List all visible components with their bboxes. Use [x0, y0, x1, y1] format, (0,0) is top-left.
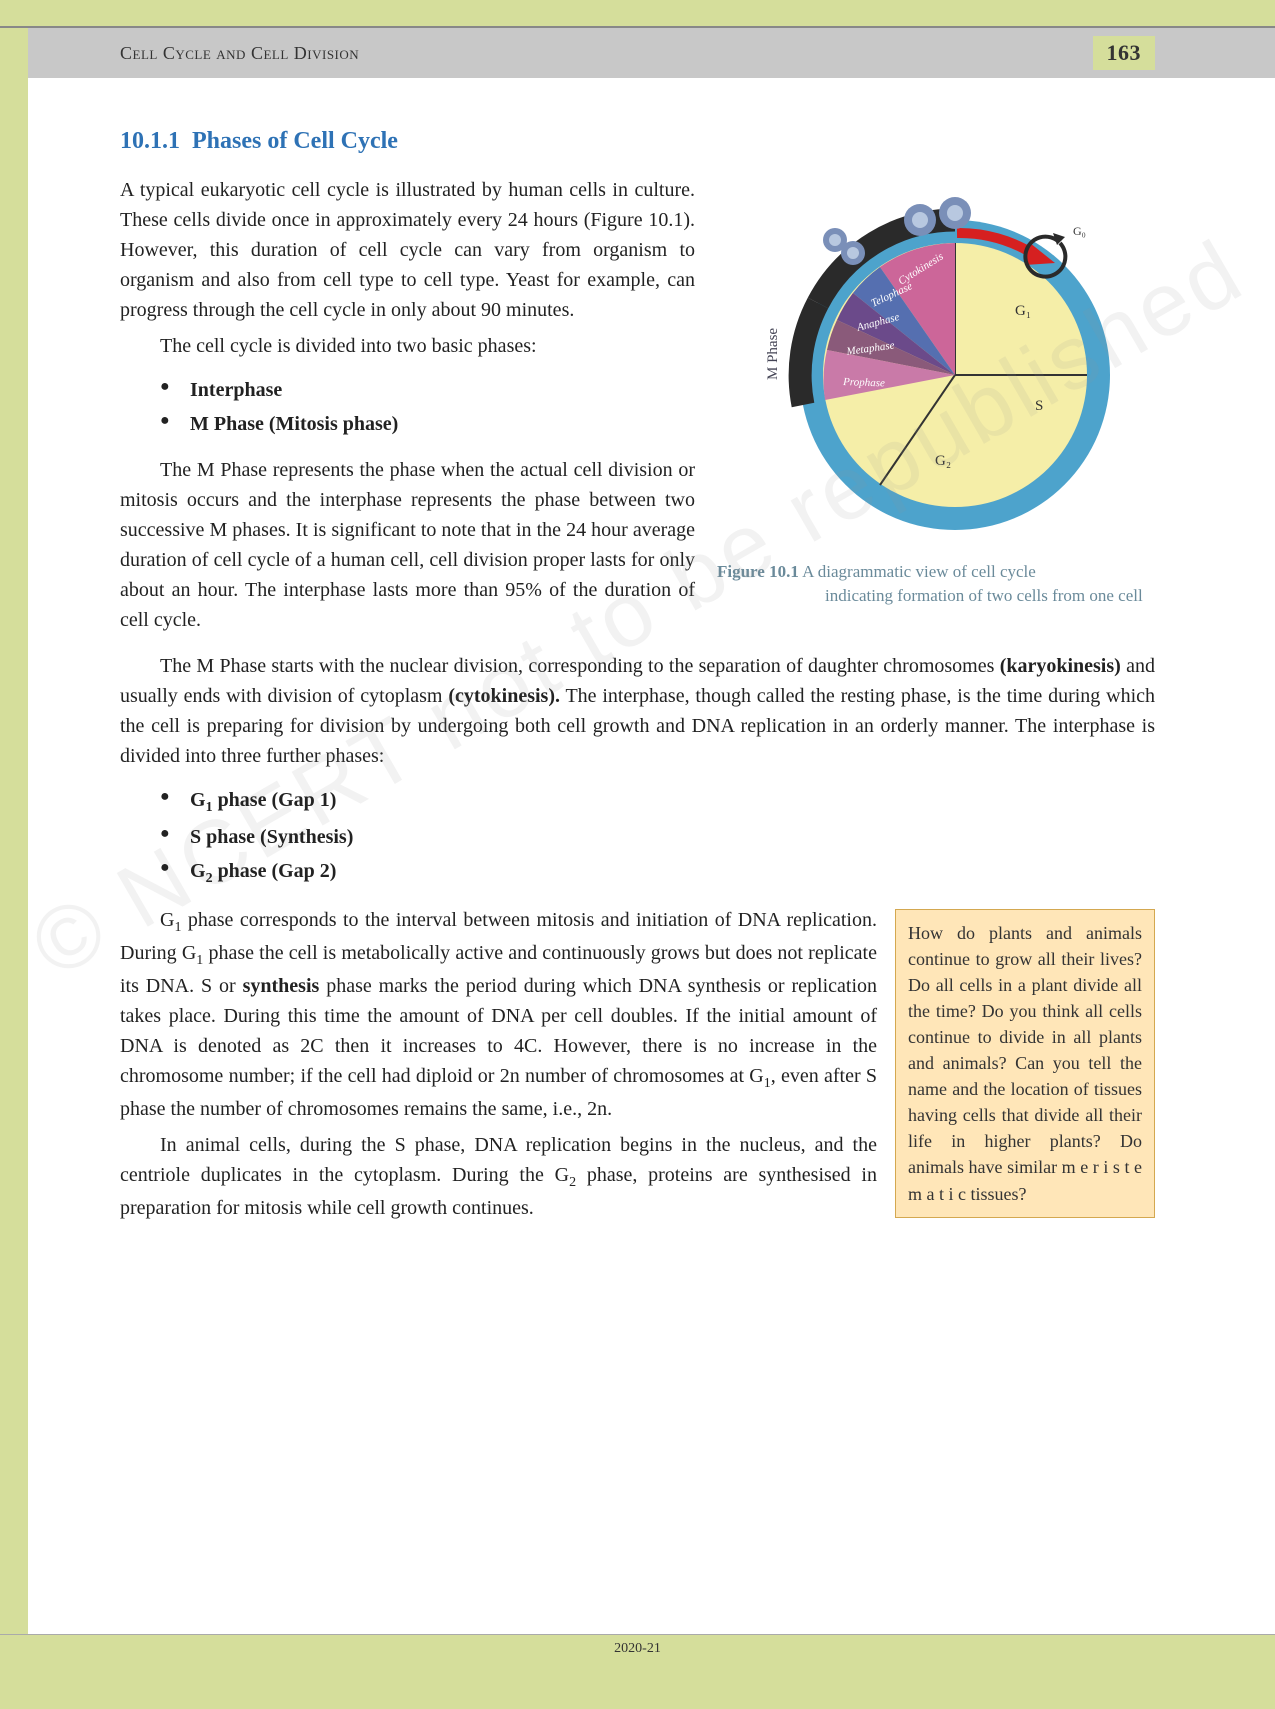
s-label: S [1035, 398, 1043, 414]
prophase-label: Prophase [842, 376, 885, 389]
bottom-border: 2020-21 [0, 1634, 1275, 1709]
section-title: Phases of Cell Cycle [192, 128, 398, 154]
bullet-list-1: Interphase M Phase (Mitosis phase) [160, 373, 695, 441]
cell-cycle-diagram: Cytokinesis Telophase Anaphase Metaphase… [725, 185, 1145, 545]
main-text: G1 phase corresponds to the interval bet… [120, 905, 877, 1229]
p5-sub3: 1 [764, 1076, 771, 1091]
p4-bold2: (cytokinesis). [448, 685, 560, 707]
bullet-item: S phase (Synthesis) [160, 820, 1155, 854]
figure-desc-1: A diagrammatic view of cell cycle [802, 562, 1036, 581]
p5-bold: synthesis [243, 975, 320, 997]
g1-label: G₁ [1015, 303, 1031, 319]
document-page: Cell Cycle and Cell Division 163 © NCERT… [0, 0, 1275, 1709]
year-label: 2020-21 [614, 1641, 661, 1657]
g2-label: G₂ [935, 453, 951, 469]
b3-pre: G [190, 860, 206, 882]
bullet-item: M Phase (Mitosis phase) [160, 407, 695, 441]
upper-right-column: Cytokinesis Telophase Anaphase Metaphase… [715, 175, 1155, 641]
bullet-text: Interphase [190, 379, 282, 401]
b3-post: phase (Gap 2) [213, 860, 337, 882]
figure-desc-2: indicating formation of two cells from o… [717, 584, 1155, 608]
paragraph-3: The M Phase represents the phase when th… [120, 455, 695, 635]
paragraph-4: The M Phase starts with the nuclear divi… [120, 651, 1155, 771]
bullet-item: Interphase [160, 373, 695, 407]
daughter-cell-2-inner [947, 205, 963, 221]
section-number: 10.1.1 [120, 128, 180, 154]
upper-left-column: A typical eukaryotic cell cycle is illus… [120, 175, 695, 641]
lower-section: G1 phase corresponds to the interval bet… [120, 905, 1155, 1229]
page-header: Cell Cycle and Cell Division 163 [0, 28, 1275, 78]
bullet-list-2: G1 phase (Gap 1) S phase (Synthesis) G2 … [160, 783, 1155, 891]
paragraph-5: G1 phase corresponds to the interval bet… [120, 905, 877, 1124]
bullet-text: M Phase (Mitosis phase) [190, 413, 398, 435]
bullet-item: G1 phase (Gap 1) [160, 783, 1155, 820]
paragraph-6: In animal cells, during the S phase, DNA… [120, 1130, 877, 1223]
chapter-title: Cell Cycle and Cell Division [120, 43, 359, 64]
b3-sub: 2 [206, 871, 213, 886]
figure-label: Figure 10.1 [717, 562, 799, 581]
bullet-item: G2 phase (Gap 2) [160, 854, 1155, 891]
b1-pre: G [190, 789, 206, 811]
p4-pre: The M Phase starts with the nuclear divi… [160, 655, 1000, 677]
b2: S phase (Synthesis) [190, 826, 353, 848]
content-area: © NCERT not to be republished 10.1.1 Pha… [0, 78, 1275, 1259]
paragraph-2: The cell cycle is divided into two basic… [120, 331, 695, 361]
b1-post: phase (Gap 1) [213, 789, 337, 811]
b1-sub: 1 [206, 800, 213, 815]
p6-sub: 2 [569, 1175, 576, 1190]
small-cell-1-inner [829, 234, 841, 246]
sidebar-question-box: How do plants and animals continue to gr… [895, 909, 1155, 1218]
small-cell-2-inner [847, 247, 859, 259]
figure-caption: Figure 10.1 A diagrammatic view of cell … [715, 560, 1155, 608]
g0-label: G₀ [1073, 224, 1086, 238]
paragraph-1: A typical eukaryotic cell cycle is illus… [120, 175, 695, 325]
page-number: 163 [1093, 36, 1156, 70]
section-heading: 10.1.1 Phases of Cell Cycle [120, 128, 1155, 155]
p4-bold1: (karyokinesis) [1000, 655, 1121, 677]
top-border [0, 0, 1275, 28]
m-phase-label: M Phase [765, 328, 781, 380]
p5-pre: G [160, 909, 174, 931]
upper-two-column: A typical eukaryotic cell cycle is illus… [120, 175, 1155, 641]
figure-10-1: Cytokinesis Telophase Anaphase Metaphase… [715, 185, 1155, 608]
daughter-cell-1-inner [912, 212, 928, 228]
